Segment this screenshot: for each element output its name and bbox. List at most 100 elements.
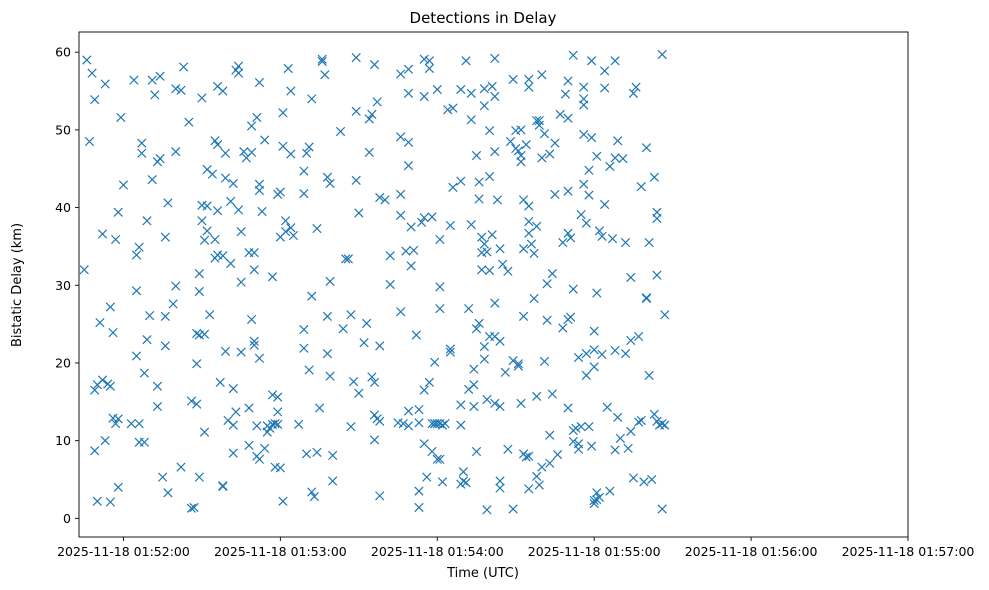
data-point <box>322 311 333 321</box>
data-point <box>610 56 620 66</box>
data-point <box>547 389 557 399</box>
data-point <box>139 368 150 378</box>
data-point <box>427 446 437 457</box>
data-point <box>246 121 257 131</box>
data-point <box>482 247 492 257</box>
data-point <box>474 318 484 328</box>
data-point <box>403 88 414 99</box>
data-point <box>317 54 327 64</box>
data-point <box>262 427 272 437</box>
data-point <box>550 189 560 200</box>
data-point <box>647 474 657 485</box>
data-point <box>312 223 322 234</box>
data-point <box>194 286 204 297</box>
data-point <box>108 328 118 338</box>
data-point <box>95 317 105 328</box>
data-point <box>364 114 374 124</box>
data-point <box>524 451 534 461</box>
data-point <box>445 344 455 354</box>
y-axis-label: Bistatic Delay (km) <box>10 223 25 347</box>
data-point <box>435 303 445 314</box>
data-point <box>534 480 544 490</box>
data-point <box>273 419 283 429</box>
data-point <box>435 454 445 464</box>
data-point <box>325 276 335 287</box>
data-point <box>464 303 474 314</box>
data-point <box>539 129 550 139</box>
data-point <box>239 147 249 157</box>
data-point <box>280 227 291 237</box>
data-point <box>403 137 414 147</box>
data-point <box>626 426 636 436</box>
data-point <box>294 419 304 429</box>
data-point <box>105 497 116 507</box>
data-point <box>474 177 484 187</box>
data-point <box>118 180 129 190</box>
data-point <box>542 279 552 289</box>
data-point <box>518 244 529 254</box>
data-point <box>568 436 578 447</box>
x-tick-label: 2025-11-18 01:55:00 <box>528 544 661 559</box>
data-point <box>644 237 654 248</box>
data-point <box>369 60 380 70</box>
data-point <box>414 418 424 428</box>
data-point <box>396 210 406 220</box>
data-point <box>503 266 513 276</box>
data-point <box>105 302 116 312</box>
data-point <box>414 502 424 513</box>
data-point <box>657 49 667 60</box>
data-point <box>150 90 160 100</box>
data-point <box>249 336 259 346</box>
data-point <box>563 76 573 86</box>
data-point <box>299 166 309 176</box>
data-point <box>110 418 121 429</box>
data-point <box>652 270 662 280</box>
data-point <box>228 420 238 430</box>
data-point <box>82 55 92 65</box>
data-point <box>571 423 581 433</box>
data-point <box>197 93 207 103</box>
data-point <box>79 265 89 275</box>
data-point <box>343 254 353 264</box>
data-point <box>584 190 594 200</box>
data-point <box>254 454 265 464</box>
data-point <box>414 404 424 415</box>
data-point <box>445 347 455 357</box>
data-point <box>579 129 589 140</box>
data-point <box>131 286 142 296</box>
data-point <box>369 410 380 420</box>
data-point <box>246 147 257 158</box>
data-point <box>558 237 568 248</box>
data-point <box>605 486 615 496</box>
data-point <box>437 477 448 487</box>
data-point <box>620 349 631 359</box>
data-point <box>260 443 270 454</box>
data-point <box>317 56 327 67</box>
data-point <box>492 195 503 205</box>
data-point <box>328 476 338 486</box>
data-point <box>652 213 662 224</box>
data-point <box>226 258 236 269</box>
data-point <box>641 293 652 304</box>
data-point <box>131 351 142 361</box>
data-point <box>537 153 547 163</box>
data-point <box>461 477 471 488</box>
data-point <box>555 109 565 119</box>
data-point <box>176 462 186 472</box>
data-point <box>218 481 228 492</box>
data-point <box>414 486 424 496</box>
data-point <box>301 148 312 158</box>
data-point <box>320 70 330 80</box>
data-point <box>529 248 539 259</box>
data-point <box>257 206 267 217</box>
data-point <box>252 421 262 431</box>
data-point <box>228 178 238 189</box>
data-point <box>194 472 204 482</box>
x-tick-label: 2025-11-18 01:52:00 <box>57 544 190 559</box>
data-point <box>278 141 288 151</box>
y-tick-label: 50 <box>55 122 71 137</box>
data-point <box>254 185 265 196</box>
data-point <box>508 504 518 514</box>
data-point <box>424 56 435 66</box>
